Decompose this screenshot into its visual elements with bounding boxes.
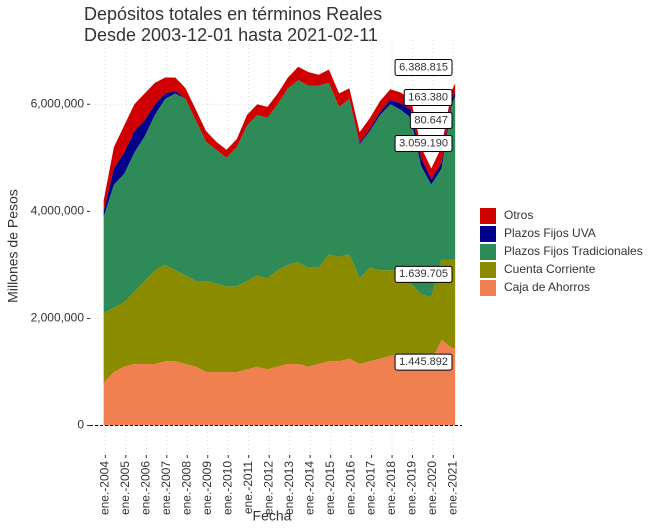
value-label: 80.647 xyxy=(409,111,453,129)
y-tick-label: 0 xyxy=(77,418,84,432)
value-label: 1.639.705 xyxy=(394,265,453,283)
legend-key xyxy=(480,244,496,260)
value-label-box xyxy=(394,265,453,283)
legend-label: Cuenta Corriente xyxy=(504,262,596,276)
value-label-text: 6.388.815 xyxy=(399,61,448,73)
x-tick-label: ene.-2011 xyxy=(241,461,255,514)
value-label-text: 80.647 xyxy=(414,114,448,126)
x-axis-label: Fecha xyxy=(253,508,292,524)
legend-label: Otros xyxy=(504,208,533,222)
y-tick-label: 6,000,000 xyxy=(31,96,85,110)
x-tick-label: ene.-2007 xyxy=(159,461,173,515)
chart-title: Depósitos totales en términos Reales xyxy=(84,4,382,24)
value-label-box xyxy=(409,111,453,129)
x-tick-label: ene.-2013 xyxy=(282,461,296,515)
x-tick-label: ene.-2019 xyxy=(405,461,419,515)
y-tick-label: 2,000,000 xyxy=(31,311,85,325)
area xyxy=(103,80,456,314)
value-label-box xyxy=(403,88,453,106)
value-label: 3.059.190 xyxy=(394,134,453,152)
x-tick-label: ene.-2020 xyxy=(425,461,439,515)
x-tick-label: ene.-2010 xyxy=(220,461,234,515)
area xyxy=(103,254,456,383)
x-tick-label: ene.-2009 xyxy=(200,461,214,515)
value-label-box xyxy=(394,58,453,76)
x-tick-label: ene.-2014 xyxy=(302,461,316,515)
x-tick-label: ene.-2006 xyxy=(138,461,152,515)
legend-key xyxy=(480,226,496,242)
value-label-text: 3.059.190 xyxy=(399,137,448,149)
legend-key xyxy=(480,262,496,278)
area xyxy=(103,66,456,212)
value-label: 163.380 xyxy=(403,88,453,106)
value-label: 1.445.892 xyxy=(394,353,453,371)
value-label-text: 1.445.892 xyxy=(399,356,448,368)
x-tick-label: ene.-2018 xyxy=(384,461,398,515)
value-label-text: 1.639.705 xyxy=(399,268,448,280)
x-tick-label: ene.-2016 xyxy=(343,461,357,515)
x-tick-label: ene.-2015 xyxy=(323,461,337,515)
x-tick-label: ene.-2017 xyxy=(364,461,378,515)
legend-label: Plazos Fijos UVA xyxy=(504,226,596,240)
x-tick-label: ene.-2012 xyxy=(261,461,275,515)
x-tick-label: ene.-2008 xyxy=(179,461,193,515)
x-tick-label: ene.-2021 xyxy=(446,461,460,515)
area xyxy=(103,339,456,426)
value-label-box xyxy=(394,353,453,371)
x-tick-label: ene.-2005 xyxy=(118,461,132,515)
legend-label: Plazos Fijos Tradicionales xyxy=(504,244,643,258)
y-tick-label: 4,000,000 xyxy=(31,204,85,218)
legend-label: Caja de Ahorros xyxy=(504,280,590,294)
legend-key xyxy=(480,208,496,224)
value-label-box xyxy=(394,134,453,152)
value-label: 6.388.815 xyxy=(394,58,453,76)
y-axis-label: Millones de Pesos xyxy=(5,189,21,303)
chart-subtitle: Desde 2003-12-01 hasta 2021-02-11 xyxy=(84,25,378,45)
legend-key xyxy=(480,280,496,296)
x-tick-label: ene.-2004 xyxy=(98,461,112,515)
value-label-text: 163.380 xyxy=(408,91,448,103)
